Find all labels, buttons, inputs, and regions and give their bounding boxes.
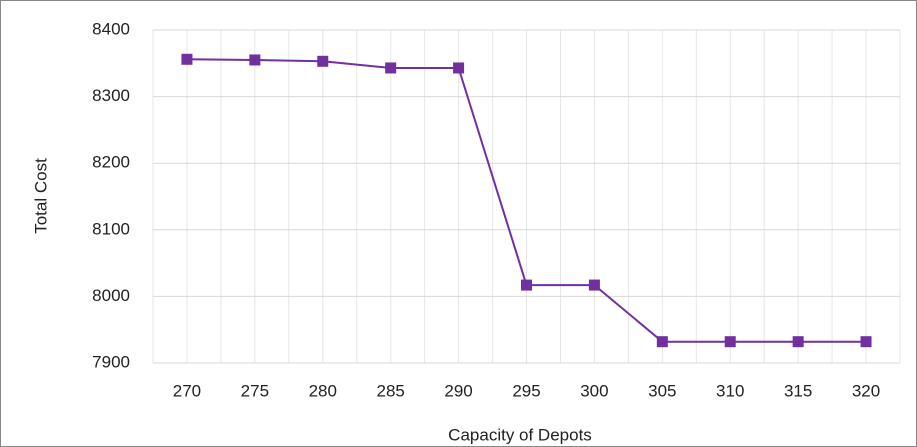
marker (792, 336, 804, 348)
y-tick-label: 7900 (92, 352, 130, 371)
x-tick-label: 275 (241, 381, 269, 400)
marker (385, 62, 397, 74)
y-tick-label: 8400 (92, 19, 130, 38)
marker (724, 336, 736, 348)
x-tick-label: 310 (716, 381, 744, 400)
x-axis-label: Capacity of Depots (448, 425, 592, 444)
marker (656, 336, 668, 348)
x-tick-label: 320 (852, 381, 880, 400)
marker (317, 55, 329, 67)
y-tick-label: 8300 (92, 86, 130, 105)
x-tick-label: 280 (309, 381, 337, 400)
x-tick-label: 305 (648, 381, 676, 400)
x-tick-label: 295 (512, 381, 540, 400)
marker (521, 279, 532, 291)
marker (249, 54, 261, 66)
x-tick-label: 270 (173, 381, 201, 400)
y-tick-label: 8000 (92, 286, 130, 305)
x-tick-label: 290 (444, 381, 472, 400)
y-tick-label: 8100 (92, 219, 130, 238)
x-tick-label: 285 (376, 381, 404, 400)
y-tick-label: 8200 (92, 153, 130, 172)
marker (860, 336, 872, 348)
marker (181, 53, 193, 65)
x-tick-label: 315 (784, 381, 812, 400)
marker (453, 62, 465, 74)
x-tick-label: 300 (580, 381, 608, 400)
y-axis-label: Total Cost (31, 158, 50, 234)
marker (588, 279, 600, 291)
